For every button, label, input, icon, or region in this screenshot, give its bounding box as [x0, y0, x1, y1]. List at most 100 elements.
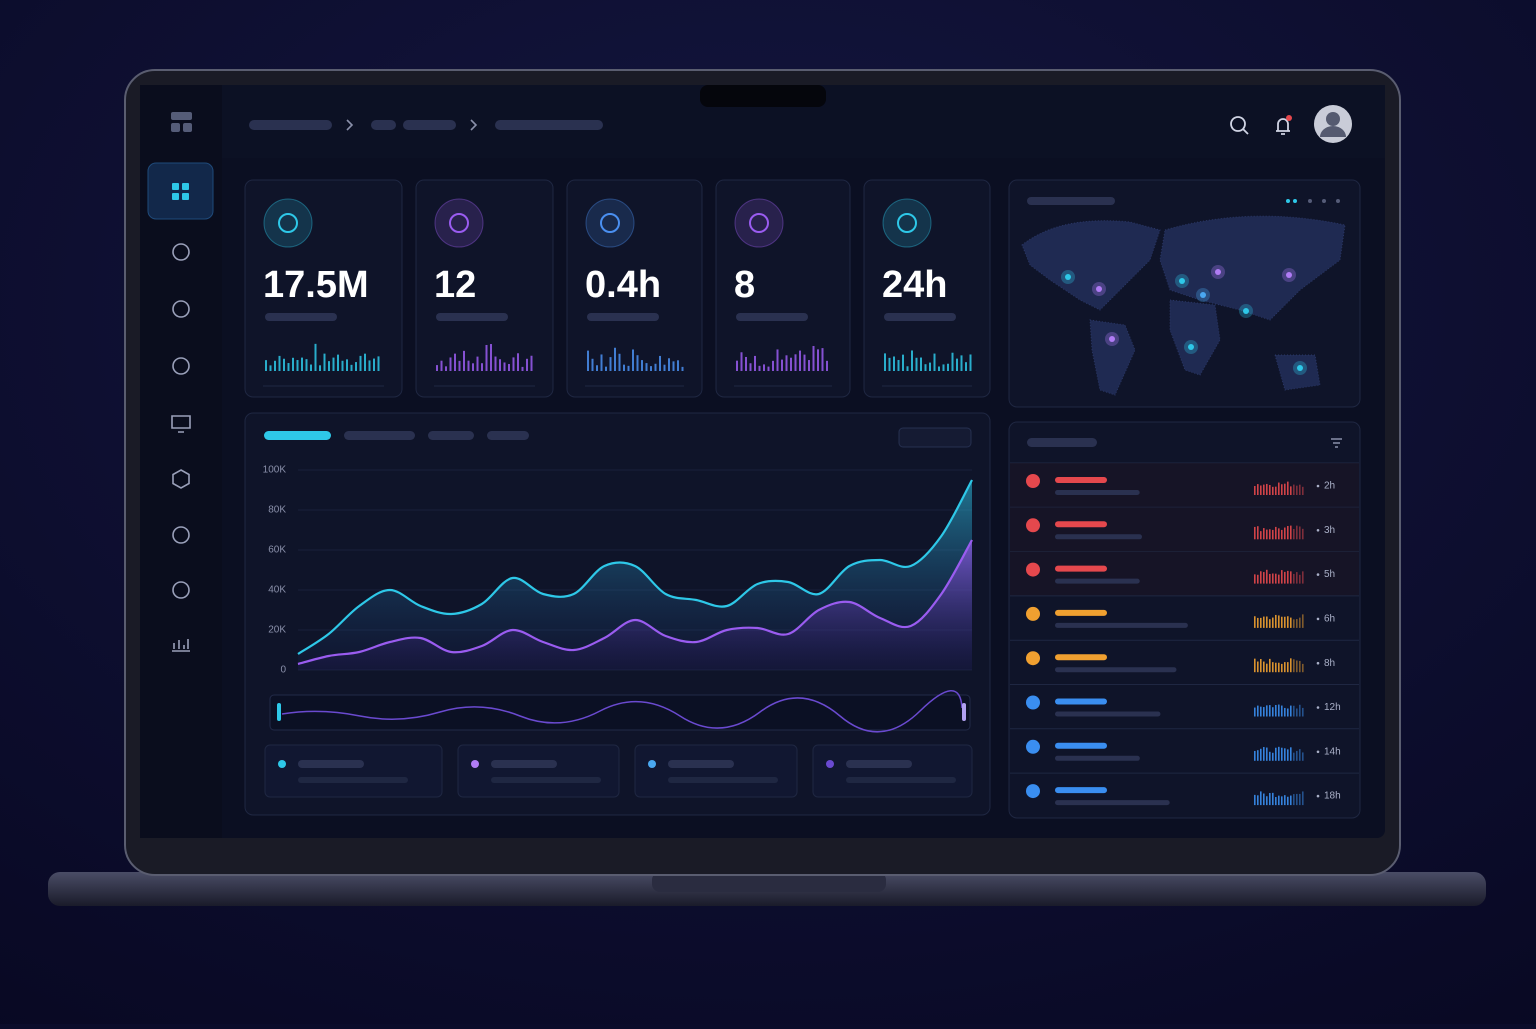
alert-sparkbar — [1293, 573, 1295, 584]
y-tick-label: 60K — [268, 545, 286, 556]
kpi-value: 24h — [882, 264, 947, 306]
kpi-sparkbar — [269, 365, 272, 371]
alert-sparkbar — [1293, 484, 1295, 495]
alert-sparkbar — [1272, 529, 1274, 540]
alert-sparkbar — [1254, 486, 1256, 495]
kpi-sparkbar — [763, 364, 765, 371]
sidebar-active[interactable] — [147, 162, 214, 220]
map-control — [1336, 199, 1340, 203]
alert-sparkbar — [1254, 526, 1256, 540]
nav-icon[interactable] — [172, 526, 190, 544]
alert-dot — [1026, 739, 1040, 754]
map-land — [1274, 354, 1321, 391]
kpi-sparkbar — [499, 359, 501, 371]
kpi-sparkbar — [781, 359, 783, 371]
nav-icon[interactable] — [172, 639, 190, 652]
kpi-sparkbar — [283, 358, 285, 371]
nav-icon[interactable] — [172, 357, 190, 375]
map-point — [1286, 272, 1292, 278]
alert-sparkbar — [1272, 573, 1274, 584]
alert-sparkbar — [1296, 660, 1298, 673]
kpi-sparkbar — [951, 352, 954, 371]
header-icons[interactable] — [1230, 116, 1290, 135]
map-point — [1243, 308, 1249, 314]
alert-sparkbar — [1257, 795, 1259, 806]
legend-placeholder — [491, 760, 557, 768]
kpi-sparkbar — [645, 363, 648, 371]
time-bullet — [1316, 573, 1320, 576]
alert-sparkbar — [1296, 485, 1298, 495]
alert-sparkbar — [1293, 659, 1295, 673]
kpi-sparkbar — [355, 362, 357, 371]
kpi-sparkbar — [328, 361, 330, 371]
kpi-sparkbar — [911, 350, 913, 371]
alert-sub-bar — [1055, 578, 1140, 584]
alert-title-bar — [1055, 521, 1107, 528]
navigator-handle[interactable] — [962, 703, 966, 721]
kpi-sparkbar — [337, 354, 339, 371]
tabs[interactable] — [344, 431, 529, 440]
kpi-sparkbar — [596, 365, 598, 371]
kpi-sparkbar — [938, 366, 940, 371]
map-point — [1200, 292, 1206, 298]
kpi-sparkbar — [614, 347, 616, 371]
alert-sparkbar — [1284, 616, 1286, 628]
nav-icon[interactable] — [172, 581, 190, 599]
map-point — [1297, 365, 1303, 371]
legend-dot — [471, 760, 479, 768]
alert-sub-bar — [1055, 490, 1140, 495]
range-dropdown[interactable] — [898, 427, 972, 448]
filter-icon[interactable] — [1331, 438, 1342, 448]
nav-icon[interactable] — [172, 300, 190, 318]
map-land — [1159, 215, 1346, 321]
alert-sparkbar — [1293, 752, 1295, 761]
alert-sparkbar — [1296, 619, 1298, 628]
alert-sparkbar — [1272, 792, 1274, 806]
kpi-sparkbar — [323, 353, 326, 371]
kpi-sparkbar — [915, 357, 918, 371]
alert-sparkbar — [1269, 485, 1271, 495]
legend-placeholder — [491, 777, 601, 783]
alert-sparkbar — [1263, 616, 1265, 628]
kpi-sparkbar — [517, 353, 519, 371]
alert-sub-bar — [1055, 755, 1140, 761]
kpi-sparkbar — [672, 361, 675, 371]
alert-sparkbar — [1284, 483, 1286, 495]
navigator[interactable] — [269, 694, 971, 731]
nav-icon[interactable] — [172, 469, 190, 489]
kpi-sparkbar — [467, 360, 470, 371]
notification-dot — [1286, 115, 1292, 121]
alert-sub-bar — [1055, 534, 1142, 540]
kpi-sparkbar — [767, 366, 770, 371]
laptop-notch — [652, 872, 886, 892]
kpi-sparkbar — [494, 356, 497, 371]
kpi-sparkbar — [817, 349, 819, 371]
map-point — [1215, 269, 1221, 275]
map-land — [1169, 299, 1221, 376]
alert-sparkbar — [1302, 752, 1304, 761]
alert-sparkbar — [1254, 794, 1256, 806]
alert-sparkbar — [1299, 793, 1301, 806]
alert-sparkbar — [1302, 707, 1304, 717]
alert-sparkbar — [1296, 793, 1298, 806]
kpi-label-placeholder — [436, 313, 508, 321]
kpi-sparkbar — [521, 366, 524, 371]
tab-active[interactable] — [264, 431, 331, 440]
alert-sparkbar — [1257, 750, 1259, 761]
breadcrumb — [249, 120, 603, 130]
alert-sub-bar — [1055, 800, 1170, 806]
alert-sparkbar — [1269, 619, 1271, 628]
nav-icon[interactable] — [172, 243, 190, 261]
alert-time: 12h — [1324, 702, 1341, 713]
kpi-icon — [278, 213, 298, 233]
nav-icon[interactable] — [171, 415, 191, 433]
alert-sparkbar — [1266, 663, 1268, 673]
alert-sparkbar — [1302, 528, 1304, 540]
alert-title-bar — [1055, 698, 1107, 705]
navigator-line — [281, 690, 963, 733]
navigator-handle[interactable] — [277, 703, 281, 721]
alert-time: 18h — [1324, 791, 1341, 802]
alert-sparkbar — [1278, 574, 1280, 584]
map-control — [1293, 199, 1297, 203]
